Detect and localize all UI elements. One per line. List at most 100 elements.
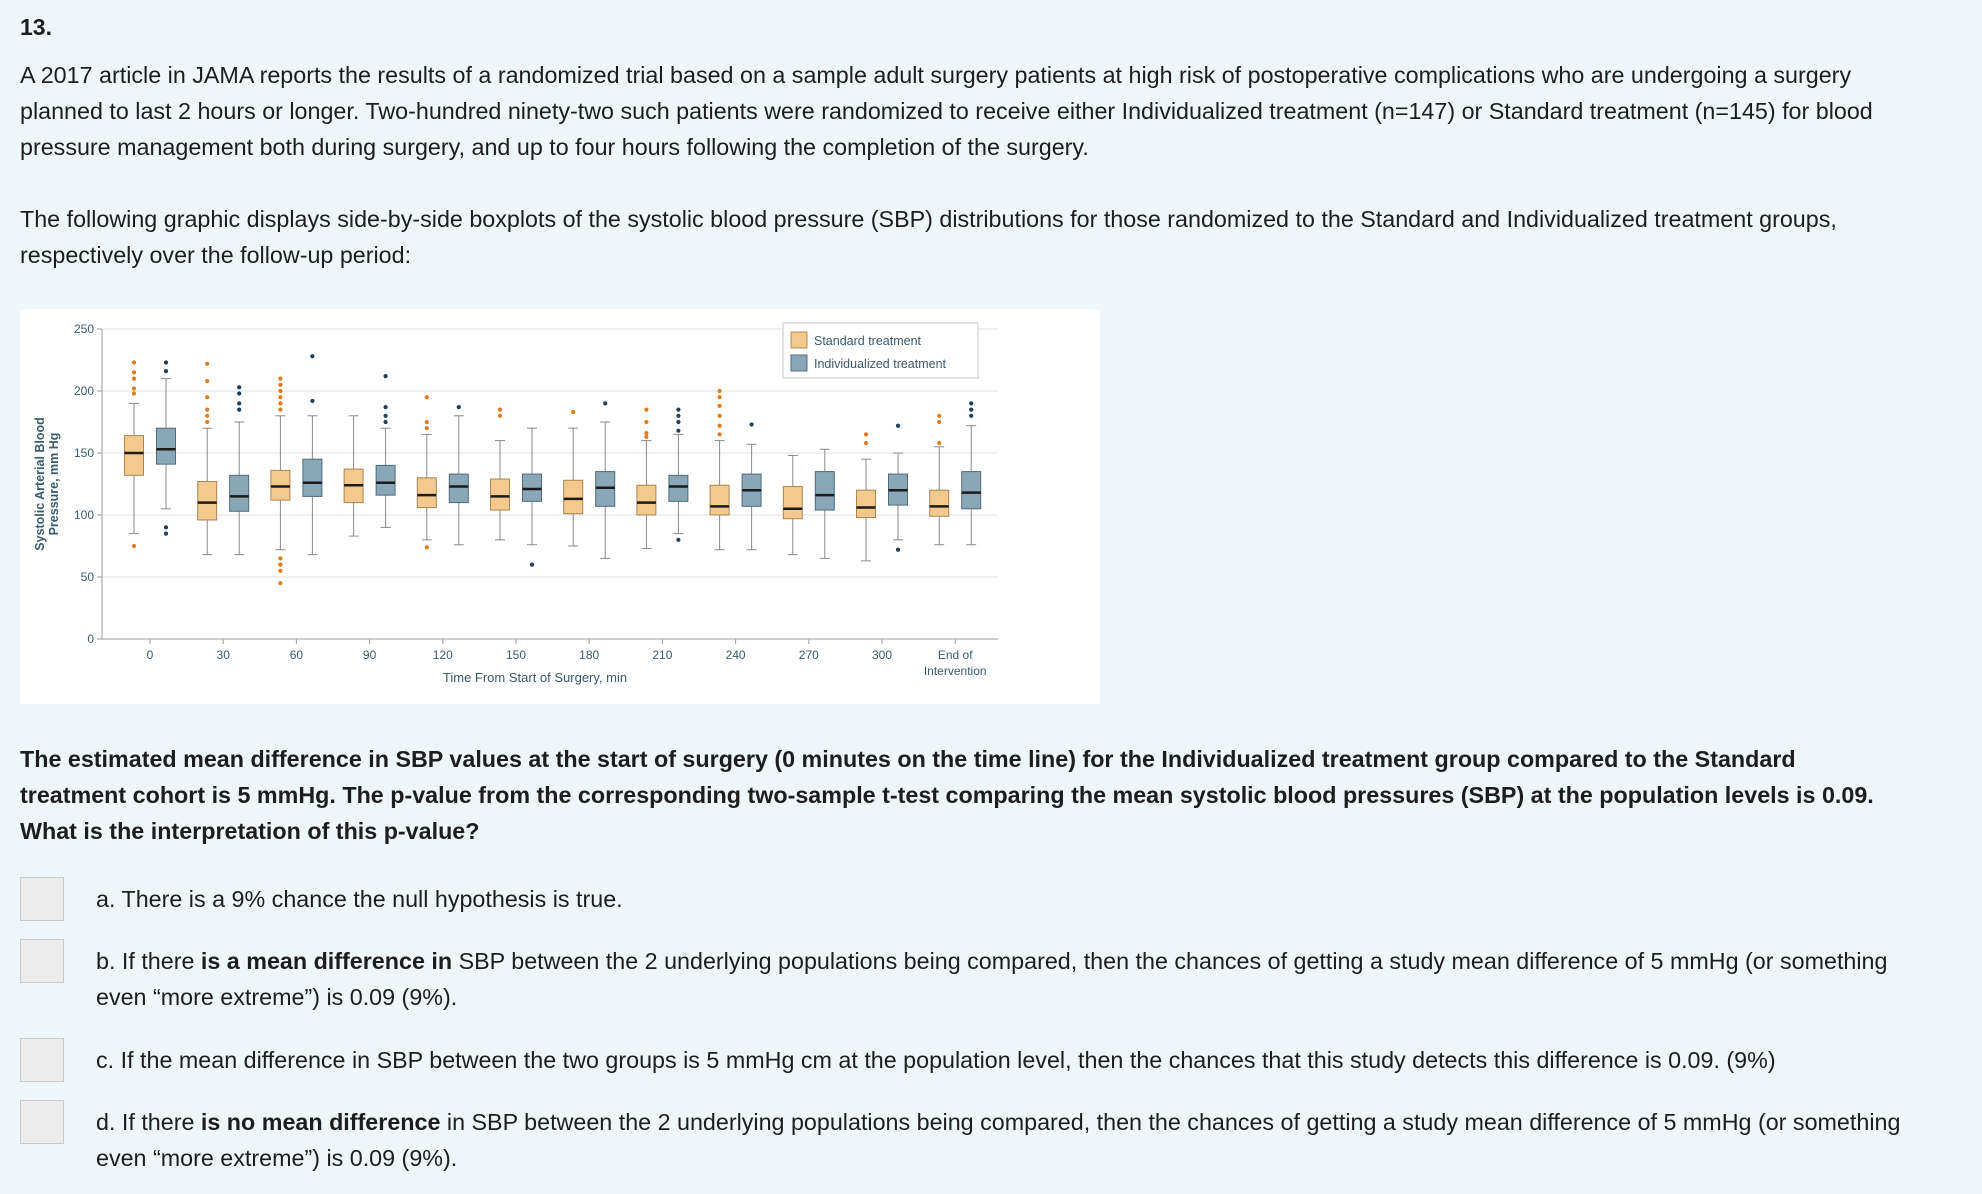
x-tick-label: 180 bbox=[579, 648, 599, 662]
standard-0-outlier bbox=[131, 360, 137, 365]
individualized-3-outlier bbox=[383, 405, 388, 410]
x-tick-label: 300 bbox=[872, 648, 892, 662]
x-tick-label: 0 bbox=[147, 648, 154, 662]
x-tick-label: 210 bbox=[652, 648, 672, 662]
question-number: 13. bbox=[20, 14, 52, 40]
individualized-8-outlier bbox=[749, 422, 754, 427]
boxplot-marks bbox=[124, 354, 982, 586]
individualized-0-outlier bbox=[163, 525, 169, 530]
x-tick-label: End of bbox=[938, 648, 973, 662]
standard-7-outlier bbox=[644, 431, 649, 436]
y-tick-labels: 0 50 100 150 200 250 bbox=[74, 322, 94, 646]
individualized-11-outlier bbox=[969, 413, 974, 418]
standard-2-outlier bbox=[278, 376, 283, 381]
individualized-5-outlier bbox=[529, 562, 535, 567]
option-d-text: d. If there is no mean difference in SBP… bbox=[96, 1104, 1916, 1176]
legend-swatch-standard bbox=[790, 331, 808, 349]
standard-8-outlier bbox=[717, 432, 722, 437]
standard-9-box bbox=[782, 485, 803, 520]
standard-2-outlier bbox=[278, 581, 283, 586]
individualized-0-outlier bbox=[163, 369, 169, 374]
chart-legend: Standard treatment Individualized treatm… bbox=[782, 322, 979, 379]
standard-8-outlier bbox=[717, 423, 722, 428]
option-d-pre: d. If there bbox=[96, 1109, 201, 1135]
x-tick-label: 60 bbox=[290, 648, 304, 662]
individualized-3-outlier bbox=[383, 413, 388, 418]
standard-1-outlier bbox=[205, 413, 210, 418]
standard-10-box bbox=[856, 489, 876, 518]
individualized-1-outlier bbox=[237, 407, 242, 412]
question-intro: A 2017 article in JAMA reports the resul… bbox=[20, 62, 1873, 160]
option-c-pre: c. If the mean difference in SBP between… bbox=[96, 1047, 1776, 1073]
standard-2-outlier bbox=[278, 401, 283, 406]
option-d-checkbox[interactable] bbox=[20, 1100, 64, 1144]
standard-8-outlier bbox=[717, 403, 722, 408]
standard-0-outlier bbox=[131, 370, 137, 375]
individualized-1-outlier bbox=[237, 391, 242, 396]
individualized-4-box bbox=[448, 473, 469, 504]
individualized-6-outlier bbox=[603, 401, 608, 406]
individualized-7-outlier bbox=[676, 407, 681, 412]
individualized-2-outlier bbox=[310, 354, 315, 359]
individualized-4-outlier bbox=[456, 405, 461, 410]
individualized-3-box bbox=[375, 464, 396, 496]
option-b-text: b. If there is a mean difference in SBP … bbox=[96, 943, 1916, 1015]
individualized-10-outlier bbox=[895, 423, 901, 428]
standard-4-box bbox=[416, 477, 437, 509]
standard-8-box bbox=[709, 484, 730, 516]
standard-5-outlier bbox=[497, 413, 503, 418]
option-d-emph: is no mean difference bbox=[200, 1109, 441, 1135]
option-b-checkbox[interactable] bbox=[20, 939, 64, 983]
option-c-checkbox[interactable] bbox=[20, 1038, 64, 1082]
graphic-intro: The following graphic displays side-by-s… bbox=[20, 206, 1837, 268]
standard-8-outlier bbox=[717, 413, 722, 418]
x-tick-labels: 0 30 60 90 120 150 180 210 240 270 300 End of Interv… bbox=[147, 639, 987, 678]
individualized-11-box bbox=[961, 471, 982, 510]
standard-5-outlier bbox=[497, 407, 503, 412]
standard-0-outlier bbox=[131, 376, 137, 381]
individualized-7-outlier bbox=[676, 428, 681, 433]
individualized-2-box bbox=[302, 458, 323, 497]
option-b-post: SBP between the 2 underlying populations… bbox=[96, 948, 1888, 1010]
individualized-7-outlier bbox=[676, 419, 681, 425]
boxplot-chart: 0 50 100 150 200 250 0 30 60 90 120 150 180 210 240 27… bbox=[33, 322, 998, 685]
standard-4-outlier bbox=[424, 419, 429, 425]
individualized-7-box bbox=[668, 474, 689, 502]
option-a-checkbox[interactable] bbox=[20, 877, 64, 921]
standard-11-outlier bbox=[937, 413, 942, 418]
individualized-9-box bbox=[814, 471, 835, 511]
standard-2-outlier bbox=[278, 407, 283, 412]
standard-4-outlier bbox=[424, 545, 429, 550]
option-a-text: a. There is a 9% chance the null hypothe… bbox=[96, 881, 1916, 917]
question-prompt: The estimated mean difference in SBP val… bbox=[20, 746, 1874, 844]
option-b-emph: is a mean difference in bbox=[200, 948, 453, 974]
option-c-text: c. If the mean difference in SBP between… bbox=[96, 1042, 1916, 1078]
standard-1-outlier bbox=[205, 378, 210, 384]
standard-4-outlier bbox=[424, 426, 429, 431]
option-d-post: in SBP between the 2 underlying populati… bbox=[96, 1109, 1901, 1171]
boxplot-figure: 0 50 100 150 200 250 0 30 60 90 120 150 180 210 240 27… bbox=[20, 309, 1100, 704]
standard-2-outlier bbox=[278, 568, 283, 573]
individualized-7-outlier bbox=[676, 413, 681, 418]
individualized-10-outlier bbox=[895, 547, 901, 552]
standard-6-outlier bbox=[571, 409, 576, 415]
standard-1-outlier bbox=[205, 407, 210, 412]
standard-1-box bbox=[197, 481, 218, 521]
standard-4-outlier bbox=[424, 395, 429, 400]
standard-0-outlier bbox=[131, 386, 137, 391]
standard-10-outlier bbox=[863, 440, 869, 446]
legend-label-individualized: Individualized treatment bbox=[814, 357, 947, 371]
standard-1-outlier bbox=[205, 419, 210, 425]
option-b-pre: b. If there bbox=[96, 948, 201, 974]
standard-7-outlier bbox=[644, 407, 649, 412]
individualized-0-outlier bbox=[163, 531, 169, 536]
standard-8-outlier bbox=[717, 388, 722, 394]
x-tick-label: Intervention bbox=[924, 664, 987, 678]
individualized-1-outlier bbox=[237, 385, 242, 390]
individualized-1-outlier bbox=[237, 401, 242, 406]
individualized-3-outlier bbox=[383, 419, 388, 425]
y-tick-label: 50 bbox=[81, 570, 95, 584]
standard-2-outlier bbox=[278, 395, 283, 400]
standard-7-box bbox=[636, 484, 657, 516]
individualized-0-box bbox=[156, 427, 176, 465]
